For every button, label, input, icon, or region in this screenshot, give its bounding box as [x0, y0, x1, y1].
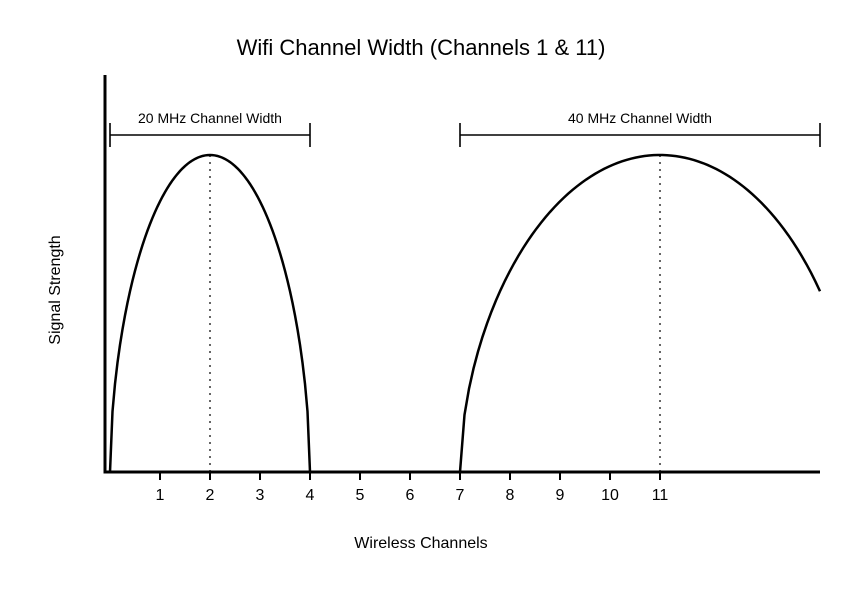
x-tick-label: 2 — [206, 487, 215, 504]
x-axis-label: Wireless Channels — [354, 535, 487, 552]
chart-title: Wifi Channel Width (Channels 1 & 11) — [237, 35, 606, 60]
x-tick-label: 4 — [306, 487, 315, 504]
x-tick-label: 3 — [256, 487, 265, 504]
signal-curves — [110, 155, 820, 472]
width-brackets: 20 MHz Channel Width 40 MHz Channel Width — [110, 110, 820, 147]
bracket-40mhz-label: 40 MHz Channel Width — [568, 110, 712, 126]
x-tick-label: 7 — [456, 487, 465, 504]
bracket-20mhz-label: 20 MHz Channel Width — [138, 110, 282, 126]
curve-40mhz — [460, 155, 820, 472]
x-tick-label: 5 — [356, 487, 365, 504]
x-ticks: 1 2 3 4 5 6 7 8 9 10 11 — [156, 472, 669, 504]
x-tick-label: 8 — [506, 487, 515, 504]
y-axis-label: Signal Strength — [47, 235, 64, 344]
x-tick-label: 10 — [601, 487, 619, 504]
x-tick-label: 1 — [156, 487, 165, 504]
x-tick-label: 9 — [556, 487, 565, 504]
wifi-channel-width-chart: Wifi Channel Width (Channels 1 & 11) Sig… — [0, 0, 842, 595]
x-tick-label: 11 — [652, 487, 669, 504]
curve-20mhz — [110, 155, 310, 472]
x-tick-label: 6 — [406, 487, 415, 504]
